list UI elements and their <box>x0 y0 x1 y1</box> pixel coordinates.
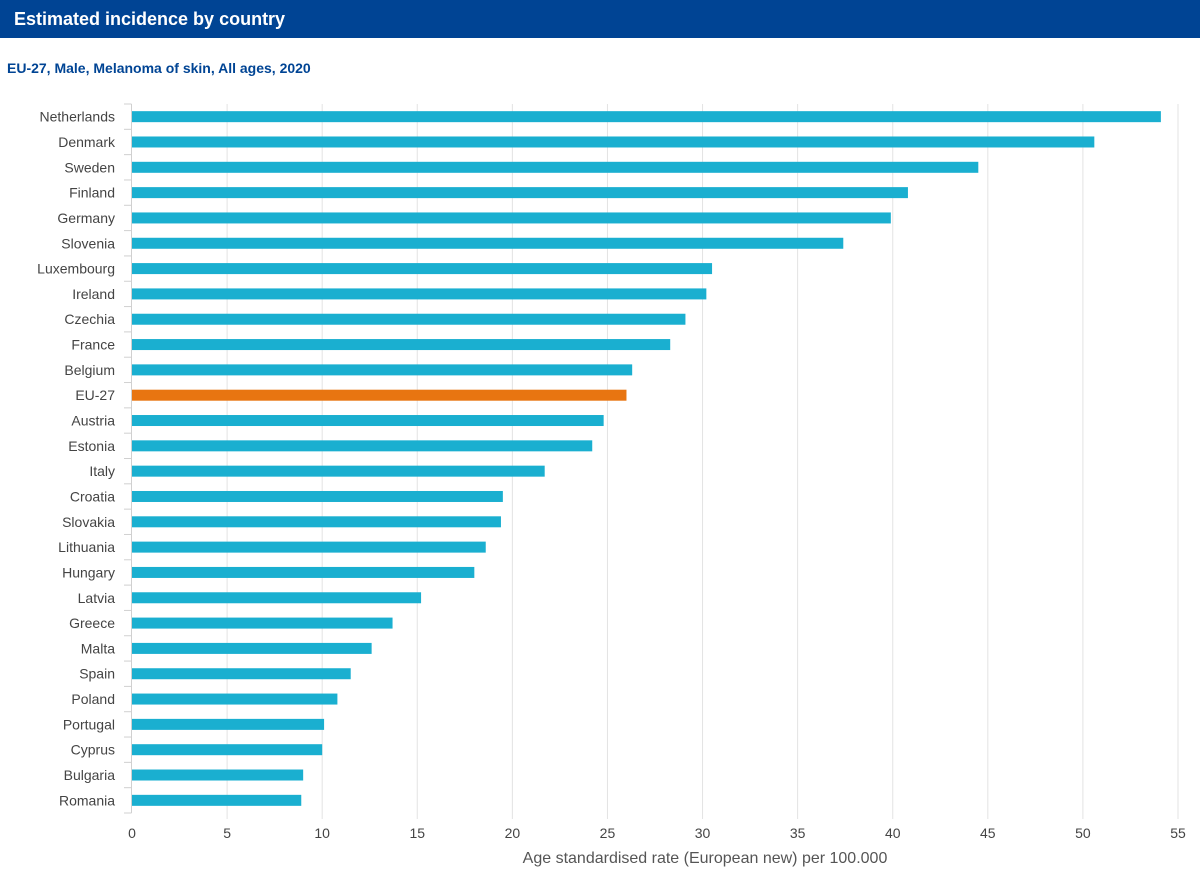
category-label: Slovakia <box>62 514 115 530</box>
category-label: Netherlands <box>40 109 116 125</box>
category-label: Czechia <box>64 311 115 327</box>
x-tick-label: 35 <box>790 825 806 841</box>
category-label: Romania <box>59 792 115 808</box>
category-label: Belgium <box>64 362 115 378</box>
category-label: Malta <box>81 640 115 656</box>
bar <box>132 212 891 224</box>
category-label: Luxembourg <box>37 261 115 277</box>
bar <box>132 769 304 781</box>
bar <box>132 642 372 654</box>
bar <box>132 415 604 427</box>
bar <box>132 693 338 705</box>
x-tick-label: 5 <box>223 825 231 841</box>
category-label: EU-27 <box>75 387 115 403</box>
x-tick-label: 20 <box>505 825 521 841</box>
x-tick-label: 0 <box>128 825 136 841</box>
bar <box>132 389 627 401</box>
bar <box>132 364 633 376</box>
category-label: Lithuania <box>58 539 115 555</box>
x-axis-title: Age standardised rate (European new) per… <box>523 850 888 867</box>
bar <box>132 237 844 249</box>
category-label: Finland <box>69 185 115 201</box>
x-tick-label: 15 <box>409 825 425 841</box>
chart-header-bar: Estimated incidence by country <box>0 0 1200 38</box>
bar <box>132 111 1161 123</box>
category-label: France <box>71 337 115 353</box>
bar <box>132 718 325 730</box>
x-tick-label: 40 <box>885 825 901 841</box>
bar <box>132 187 908 199</box>
bar <box>132 339 671 351</box>
x-tick-label: 45 <box>980 825 996 841</box>
bar <box>132 313 686 325</box>
bar <box>132 592 422 604</box>
bar <box>132 541 486 553</box>
category-label: Hungary <box>62 564 115 580</box>
category-label: Estonia <box>68 438 115 454</box>
category-label: Slovenia <box>61 235 115 251</box>
bar <box>132 263 713 275</box>
chart-header-title: Estimated incidence by country <box>14 9 286 29</box>
x-tick-label: 25 <box>600 825 616 841</box>
chart-subtitle: EU-27, Male, Melanoma of skin, All ages,… <box>7 60 311 76</box>
bar <box>132 136 1095 148</box>
bar <box>132 516 501 528</box>
bar <box>132 288 707 300</box>
bar <box>132 161 979 173</box>
category-label: Croatia <box>70 488 115 504</box>
category-label: Germany <box>57 210 115 226</box>
bar <box>132 668 351 680</box>
category-label: Italy <box>89 463 115 479</box>
x-tick-label: 50 <box>1075 825 1091 841</box>
category-label: Greece <box>69 615 115 631</box>
category-label: Sweden <box>64 159 115 175</box>
bar <box>132 566 475 578</box>
category-label: Denmark <box>58 134 116 150</box>
category-label: Latvia <box>78 590 116 606</box>
x-tick-label: 30 <box>695 825 711 841</box>
category-label: Ireland <box>72 286 115 302</box>
bar <box>132 465 545 477</box>
x-tick-label: 10 <box>314 825 330 841</box>
bar <box>132 794 302 806</box>
bar <box>132 490 503 502</box>
x-tick-label: 55 <box>1170 825 1186 841</box>
bar <box>132 617 393 629</box>
category-label: Spain <box>79 666 115 682</box>
bar <box>132 744 323 756</box>
category-label: Austria <box>71 413 115 429</box>
category-label: Poland <box>71 691 115 707</box>
category-label: Portugal <box>63 716 115 732</box>
category-label: Bulgaria <box>64 767 116 783</box>
bar <box>132 440 593 452</box>
category-label: Cyprus <box>71 742 115 758</box>
